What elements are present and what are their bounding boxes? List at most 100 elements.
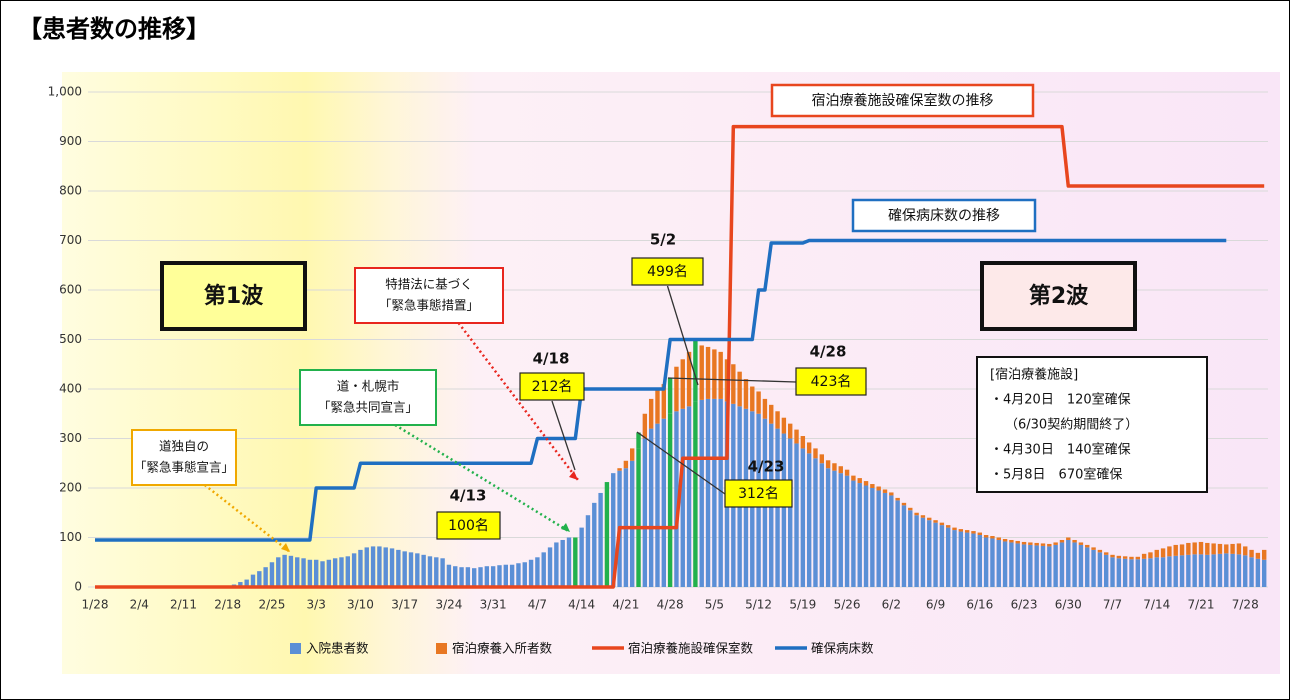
bar <box>1034 545 1039 587</box>
info-line: ・4月30日 140室確保 <box>990 442 1131 458</box>
info-line: （6/30契約期間終了） <box>1005 417 1138 433</box>
info-line: [宿泊療養施設] <box>990 367 1078 383</box>
bar <box>838 473 843 587</box>
bar <box>674 366 679 412</box>
bar <box>541 552 546 587</box>
bar <box>288 555 294 587</box>
line-label: 宿泊療養施設確保室数の推移 <box>812 92 994 109</box>
bar <box>1148 558 1153 587</box>
bar <box>617 468 622 471</box>
bar <box>825 460 831 469</box>
bar <box>528 559 534 587</box>
line-label-box <box>770 83 1035 118</box>
bar <box>427 556 433 587</box>
bar <box>705 346 711 399</box>
bar <box>920 515 926 518</box>
bar <box>1255 552 1261 559</box>
annotation-leader <box>636 431 726 495</box>
bar <box>1104 554 1109 587</box>
y-tick-label: 600 <box>59 283 82 297</box>
annotation-box <box>795 367 867 396</box>
bar <box>1116 555 1122 559</box>
bar <box>800 436 806 449</box>
y-tick-label: 0 <box>74 580 82 594</box>
annotation-date: 4/18 <box>533 350 570 368</box>
callout-arrow <box>394 423 571 534</box>
bar <box>762 398 768 419</box>
bar <box>276 557 281 587</box>
bar <box>1211 543 1216 555</box>
bar <box>1097 549 1103 553</box>
bar <box>453 566 458 587</box>
wave-box <box>160 261 307 331</box>
x-tick-label: 4/14 <box>568 598 595 612</box>
bar <box>351 553 357 587</box>
bar <box>1122 556 1128 559</box>
page-title: 【患者数の推移】 <box>18 15 210 43</box>
annotation-label: 212名 <box>532 379 573 395</box>
y-tick-label: 900 <box>59 134 82 148</box>
bar <box>459 567 464 587</box>
x-tick-label: 4/28 <box>657 598 684 612</box>
x-tick-label: 4/21 <box>612 598 639 612</box>
bar <box>509 564 515 587</box>
bar <box>1224 544 1229 554</box>
bar <box>1135 556 1140 560</box>
bar <box>648 398 654 429</box>
arrow-head <box>569 471 578 480</box>
bar <box>1122 558 1128 587</box>
bar <box>699 345 704 400</box>
bar <box>819 463 824 587</box>
x-tick-label: 5/26 <box>834 598 861 612</box>
bar <box>1255 558 1261 587</box>
info-box <box>976 356 1208 493</box>
bar <box>478 567 483 587</box>
bar <box>655 389 660 424</box>
callout-box <box>299 369 437 426</box>
bar <box>560 539 565 587</box>
callout-text: 特措法に基づく <box>385 277 473 292</box>
annotation-label: 312名 <box>738 486 779 502</box>
bar <box>1236 543 1242 555</box>
bar <box>1129 556 1134 560</box>
bar <box>1186 554 1191 587</box>
bar <box>257 571 262 587</box>
bar <box>358 549 363 587</box>
bar <box>1028 544 1033 587</box>
bar <box>415 553 420 587</box>
legend-swatch <box>436 643 447 654</box>
bar <box>389 548 395 587</box>
bar <box>958 529 964 532</box>
bar <box>636 432 641 449</box>
bar <box>661 418 666 587</box>
bar <box>882 492 888 587</box>
bar <box>1154 549 1159 558</box>
annotation-leader <box>551 400 576 471</box>
bar <box>1141 558 1147 587</box>
bar <box>983 535 989 538</box>
bar <box>377 546 382 587</box>
bar <box>1034 542 1039 546</box>
bar <box>1047 546 1052 587</box>
bar <box>446 564 452 587</box>
bar <box>1192 542 1197 555</box>
bar <box>1141 553 1147 559</box>
x-tick-label: 6/2 <box>882 598 901 612</box>
bar <box>990 536 995 539</box>
bar <box>554 542 559 587</box>
bar <box>769 404 774 424</box>
bar <box>604 482 610 587</box>
bar <box>832 470 837 587</box>
bar <box>806 453 812 587</box>
bar <box>396 549 401 587</box>
x-tick-label: 1/28 <box>82 598 109 612</box>
bar <box>1249 549 1254 558</box>
bar <box>781 433 787 587</box>
bar <box>863 481 869 486</box>
bar <box>1097 552 1103 587</box>
x-tick-label: 5/12 <box>745 598 772 612</box>
bar <box>743 379 749 409</box>
line-label: 確保病床数の推移 <box>888 208 1000 224</box>
bar <box>952 527 957 531</box>
bar <box>1072 539 1077 543</box>
